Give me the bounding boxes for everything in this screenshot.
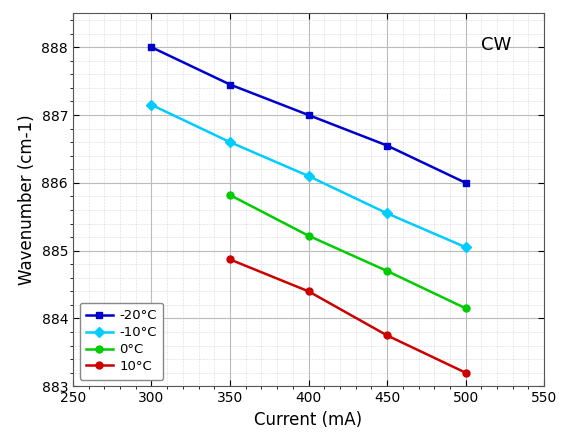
-10°C <box>462 245 469 250</box>
Line: -10°C: -10°C <box>148 101 469 251</box>
X-axis label: Current (mA): Current (mA) <box>255 411 362 429</box>
-10°C <box>227 139 233 145</box>
-20°C <box>384 143 390 148</box>
Line: 10°C: 10°C <box>227 256 469 376</box>
Line: -20°C: -20°C <box>148 44 469 186</box>
10°C <box>384 333 390 338</box>
Y-axis label: Wavenumber (cm-1): Wavenumber (cm-1) <box>18 115 36 285</box>
Legend: -20°C, -10°C, 0°C, 10°C: -20°C, -10°C, 0°C, 10°C <box>80 303 163 380</box>
-20°C <box>305 112 312 118</box>
-10°C <box>384 211 390 216</box>
Text: CW: CW <box>481 36 511 54</box>
-10°C <box>305 174 312 179</box>
0°C <box>462 305 469 311</box>
-10°C <box>148 102 155 107</box>
0°C <box>384 268 390 274</box>
0°C <box>305 233 312 238</box>
-20°C <box>462 180 469 186</box>
-20°C <box>227 82 233 87</box>
0°C <box>227 192 233 198</box>
-20°C <box>148 44 155 50</box>
Line: 0°C: 0°C <box>227 191 469 312</box>
10°C <box>462 370 469 375</box>
10°C <box>227 257 233 262</box>
10°C <box>305 289 312 294</box>
